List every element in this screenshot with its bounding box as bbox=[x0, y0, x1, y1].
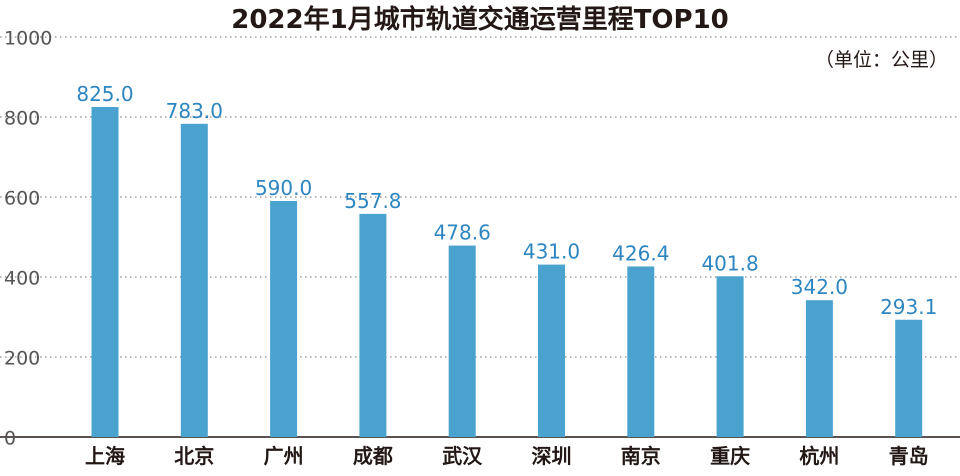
bars bbox=[91, 107, 923, 438]
y-tick-label: 600 bbox=[4, 188, 40, 210]
category-label: 北京 bbox=[174, 444, 214, 468]
value-label: 401.8 bbox=[701, 251, 758, 275]
category-label: 南京 bbox=[621, 444, 661, 468]
value-label: 293.1 bbox=[880, 295, 937, 319]
bar bbox=[359, 213, 387, 437]
bar bbox=[627, 266, 655, 437]
y-tick-label: 400 bbox=[4, 268, 40, 290]
y-tick-label: 800 bbox=[4, 108, 40, 130]
value-label: 557.8 bbox=[344, 189, 401, 213]
value-label: 426.4 bbox=[612, 241, 669, 265]
value-label: 825.0 bbox=[76, 82, 133, 106]
y-tick-label: 1000 bbox=[4, 28, 52, 50]
value-label: 431.0 bbox=[523, 240, 580, 264]
category-label: 重庆 bbox=[710, 444, 750, 468]
x-axis-labels: 上海 北京 广州 成都 武汉 深圳 南京 重庆 杭州 青岛 bbox=[85, 444, 929, 468]
y-tick-label: 0 bbox=[4, 428, 16, 450]
bar bbox=[538, 264, 565, 437]
category-label: 成都 bbox=[353, 444, 393, 468]
chart-title: 2022年1月城市轨道交通运营里程TOP10 bbox=[231, 4, 729, 35]
category-label: 青岛 bbox=[889, 444, 929, 468]
value-label: 478.6 bbox=[434, 221, 491, 245]
unit-note: （单位：公里） bbox=[815, 49, 948, 71]
y-tick-label: 200 bbox=[4, 348, 40, 370]
bar bbox=[805, 300, 833, 437]
gridlines bbox=[0, 36, 960, 438]
category-label: 上海 bbox=[85, 444, 125, 468]
category-label: 杭州 bbox=[799, 444, 839, 468]
y-axis-ticks: 0 200 400 600 800 1000 bbox=[4, 28, 52, 450]
bar bbox=[180, 123, 208, 438]
bar bbox=[270, 201, 298, 437]
value-label: 342.0 bbox=[791, 275, 848, 299]
category-label: 武汉 bbox=[442, 444, 483, 468]
bar bbox=[91, 107, 119, 437]
value-label: 783.0 bbox=[166, 99, 223, 123]
value-label: 590.0 bbox=[255, 176, 312, 200]
category-label: 广州 bbox=[264, 444, 304, 468]
category-label: 深圳 bbox=[532, 444, 572, 468]
bar bbox=[448, 245, 476, 437]
bar bbox=[716, 276, 744, 437]
bar bbox=[895, 319, 923, 437]
value-labels: 825.0 783.0 590.0 557.8 478.6 431.0 426.4 401.8… bbox=[76, 82, 937, 319]
